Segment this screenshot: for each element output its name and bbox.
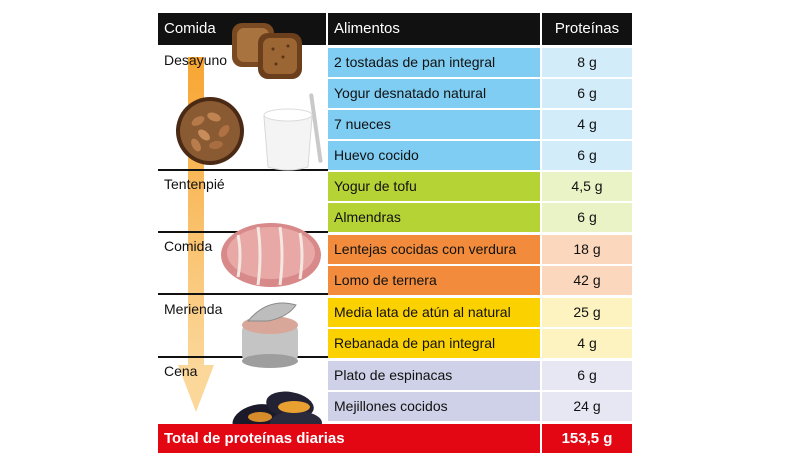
protein-cell: 6 g: [542, 79, 632, 108]
header-alimentos: Alimentos: [328, 13, 540, 45]
food-cell: Yogur de tofu: [328, 172, 540, 201]
food-cell: Plato de espinacas: [328, 361, 540, 390]
protein-cell: 4 g: [542, 329, 632, 358]
beef-roast-icon: [221, 223, 321, 287]
meal-divider: [158, 169, 328, 171]
protein-cell: 8 g: [542, 48, 632, 77]
table-row: 7 nueces 4 g: [328, 110, 632, 141]
meal-merienda: Merienda: [164, 301, 223, 317]
meal-comida: Comida: [164, 238, 213, 254]
food-cell: Media lata de atún al natural: [328, 298, 540, 327]
meal-divider: [158, 293, 328, 295]
protein-cell: 25 g: [542, 298, 632, 327]
table-row: Yogur de tofu 4,5 g: [328, 172, 632, 203]
food-cell: Huevo cocido: [328, 141, 540, 170]
yogurt-jar-icon: [263, 93, 323, 171]
protein-cell: 24 g: [542, 392, 632, 421]
table-row: Huevo cocido 6 g: [328, 141, 632, 172]
protein-cell: 6 g: [542, 203, 632, 232]
table-row: 2 tostadas de pan integral 8 g: [328, 48, 632, 79]
total-label: Total de proteínas diarias: [164, 430, 345, 447]
food-cell: Rebanada de pan integral: [328, 329, 540, 358]
protein-cell: 42 g: [542, 266, 632, 295]
bread-toast-icon: [232, 23, 302, 79]
table-row: Media lata de atún al natural 25 g: [328, 298, 632, 329]
food-cell: Lomo de ternera: [328, 266, 540, 295]
meal-desayuno: Desayuno: [164, 52, 228, 68]
protein-cell: 4,5 g: [542, 172, 632, 201]
almonds-bowl-icon: [176, 97, 244, 165]
meal-column: Desayuno Tentenpié Comida Merienda Cena: [158, 23, 328, 435]
food-cell: Yogur desnatado natural: [328, 79, 540, 108]
table-row: Plato de espinacas 6 g: [328, 361, 632, 392]
protein-table: Comida Alimentos Proteínas Desayuno Tent…: [158, 13, 632, 453]
header-proteinas: Proteínas: [542, 13, 632, 45]
total-divider: [540, 424, 542, 453]
meal-tentenpie: Tentenpié: [164, 176, 225, 192]
protein-cell: 4 g: [542, 110, 632, 139]
table-row: Almendras 6 g: [328, 203, 632, 234]
meal-cena: Cena: [164, 363, 198, 379]
table-row: Yogur desnatado natural 6 g: [328, 79, 632, 110]
table-row: Rebanada de pan integral 4 g: [328, 329, 632, 360]
food-cell: 2 tostadas de pan integral: [328, 48, 540, 77]
total-value: 153,5 g: [561, 430, 613, 447]
protein-cell: 6 g: [542, 141, 632, 170]
tuna-can-icon: [242, 302, 298, 368]
table-row: Lomo de ternera 42 g: [328, 266, 632, 297]
protein-cell: 18 g: [542, 235, 632, 264]
protein-cell: 6 g: [542, 361, 632, 390]
total-row: Total de proteínas diarias 153,5 g: [158, 424, 632, 453]
food-cell: Lentejas cocidas con verdura: [328, 235, 540, 264]
food-cell: 7 nueces: [328, 110, 540, 139]
food-cell: Almendras: [328, 203, 540, 232]
food-cell: Mejillones cocidos: [328, 392, 540, 421]
table-row: Mejillones cocidos 24 g: [328, 392, 632, 423]
table-row: Lentejas cocidas con verdura 18 g: [328, 235, 632, 266]
